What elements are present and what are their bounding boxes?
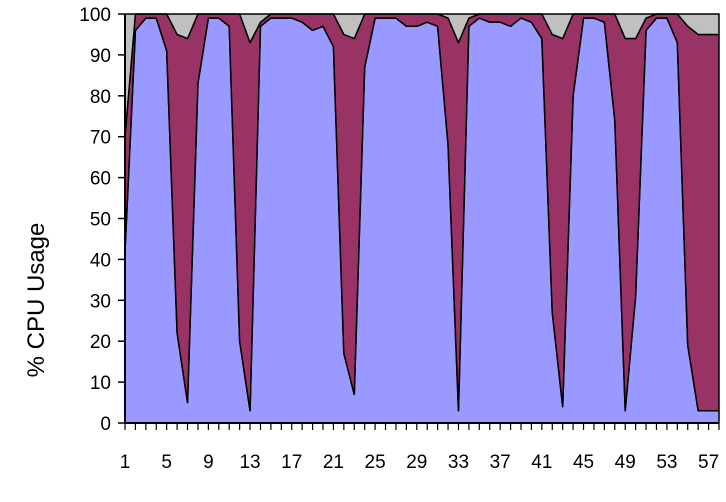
y-tick-label: 40 <box>90 250 111 271</box>
x-tick-label: 37 <box>490 452 511 473</box>
x-tick-label: 25 <box>365 452 386 473</box>
area-series-3 <box>124 13 720 138</box>
x-tick-label: 5 <box>161 452 172 473</box>
x-tick-label: 45 <box>573 452 594 473</box>
x-tick-label: 1 <box>120 452 131 473</box>
x-tick-label: 33 <box>448 452 469 473</box>
x-tick-label: 13 <box>239 452 260 473</box>
x-axis-ticks: 1 5 9 13 17 21 25 29 33 37 41 45 49 53 57 <box>120 423 720 473</box>
x-tick-label: 9 <box>203 452 214 473</box>
y-tick-label: 90 <box>90 46 111 67</box>
y-tick-label: 30 <box>90 291 111 312</box>
y-tick-label: 10 <box>90 373 111 394</box>
x-tick-label: 49 <box>615 452 636 473</box>
x-tick-label: 41 <box>531 452 552 473</box>
y-tick-label: 0 <box>100 414 111 435</box>
y-axis-ticks: 0 10 20 30 40 50 60 70 80 90 100 <box>79 5 125 435</box>
y-tick-label: 50 <box>90 210 111 231</box>
y-tick-label: 20 <box>90 332 111 353</box>
y-axis-title: % CPU Usage <box>23 223 50 378</box>
y-tick-label: 60 <box>90 169 111 190</box>
x-tick-label: 29 <box>406 452 427 473</box>
x-tick-label: 17 <box>281 452 302 473</box>
stacked-areas <box>124 13 720 424</box>
x-tick-label: 21 <box>323 452 344 473</box>
x-tick-label: 53 <box>656 452 677 473</box>
y-tick-label: 70 <box>90 128 111 149</box>
x-tick-label: 57 <box>698 452 719 473</box>
y-tick-label: 80 <box>90 87 111 108</box>
y-tick-label: 100 <box>79 5 111 26</box>
